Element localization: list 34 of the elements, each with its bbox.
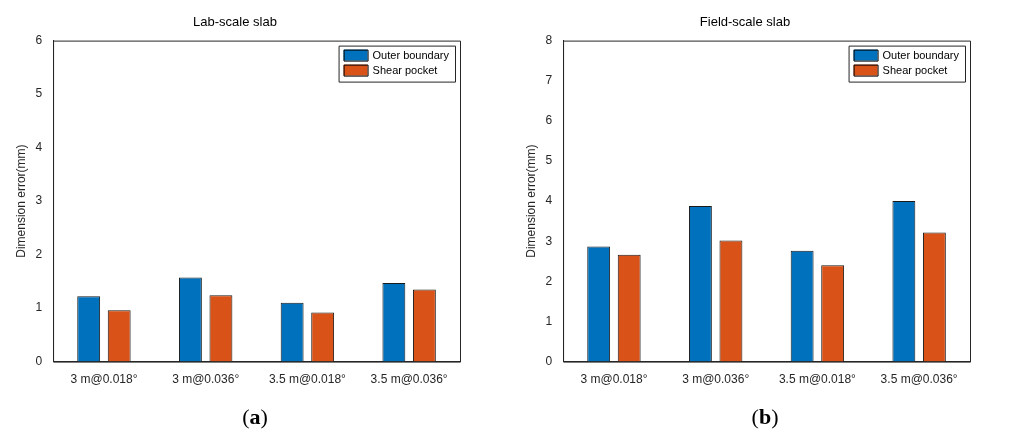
chart-title: Lab-scale slab (193, 14, 277, 30)
y-tick-label: 3 (545, 233, 553, 248)
text: (b) (750, 404, 780, 430)
y-tick-label: 2 (545, 273, 553, 288)
y-tick-label: 5 (545, 153, 553, 168)
y-axis-title: Dimension error(mm) (523, 144, 538, 258)
y-tick-label: 6 (35, 32, 43, 47)
x-tick-label: 3.5 m@0.018° (778, 372, 857, 387)
x-tick-label: 3 m@0.018° (580, 372, 648, 387)
y-tick-label: 2 (35, 246, 43, 261)
y-tick-label: 0 (545, 353, 553, 368)
legend-label: Outer boundary (372, 48, 450, 61)
chart-title: Field-scale slab (699, 14, 791, 30)
y-tick-label: 5 (35, 86, 43, 101)
x-tick-label: 3.5 m@0.018° (268, 372, 347, 387)
y-tick-label: 6 (545, 113, 553, 128)
legend-label: Shear pocket (372, 63, 438, 76)
y-tick-label: 8 (545, 32, 553, 47)
y-tick-label: 1 (545, 313, 553, 328)
y-tick-label: 0 (35, 353, 43, 368)
y-tick-label: 7 (545, 73, 553, 88)
text: (a) (241, 404, 269, 430)
legend-label: Shear pocket (882, 63, 948, 76)
y-tick-label: 4 (35, 139, 43, 154)
y-tick-label: 1 (35, 300, 43, 315)
y-tick-label: 4 (545, 193, 553, 208)
x-tick-label: 3.5 m@0.036° (370, 372, 448, 387)
y-tick-label: 3 (35, 193, 43, 208)
x-tick-label: 3 m@0.036° (172, 372, 240, 387)
y-axis-title: Dimension error(mm) (13, 144, 28, 258)
legend-label: Outer boundary (882, 48, 960, 61)
x-tick-label: 3.5 m@0.036° (880, 372, 958, 387)
x-tick-label: 3 m@0.018° (70, 372, 138, 387)
x-tick-label: 3 m@0.036° (682, 372, 750, 387)
